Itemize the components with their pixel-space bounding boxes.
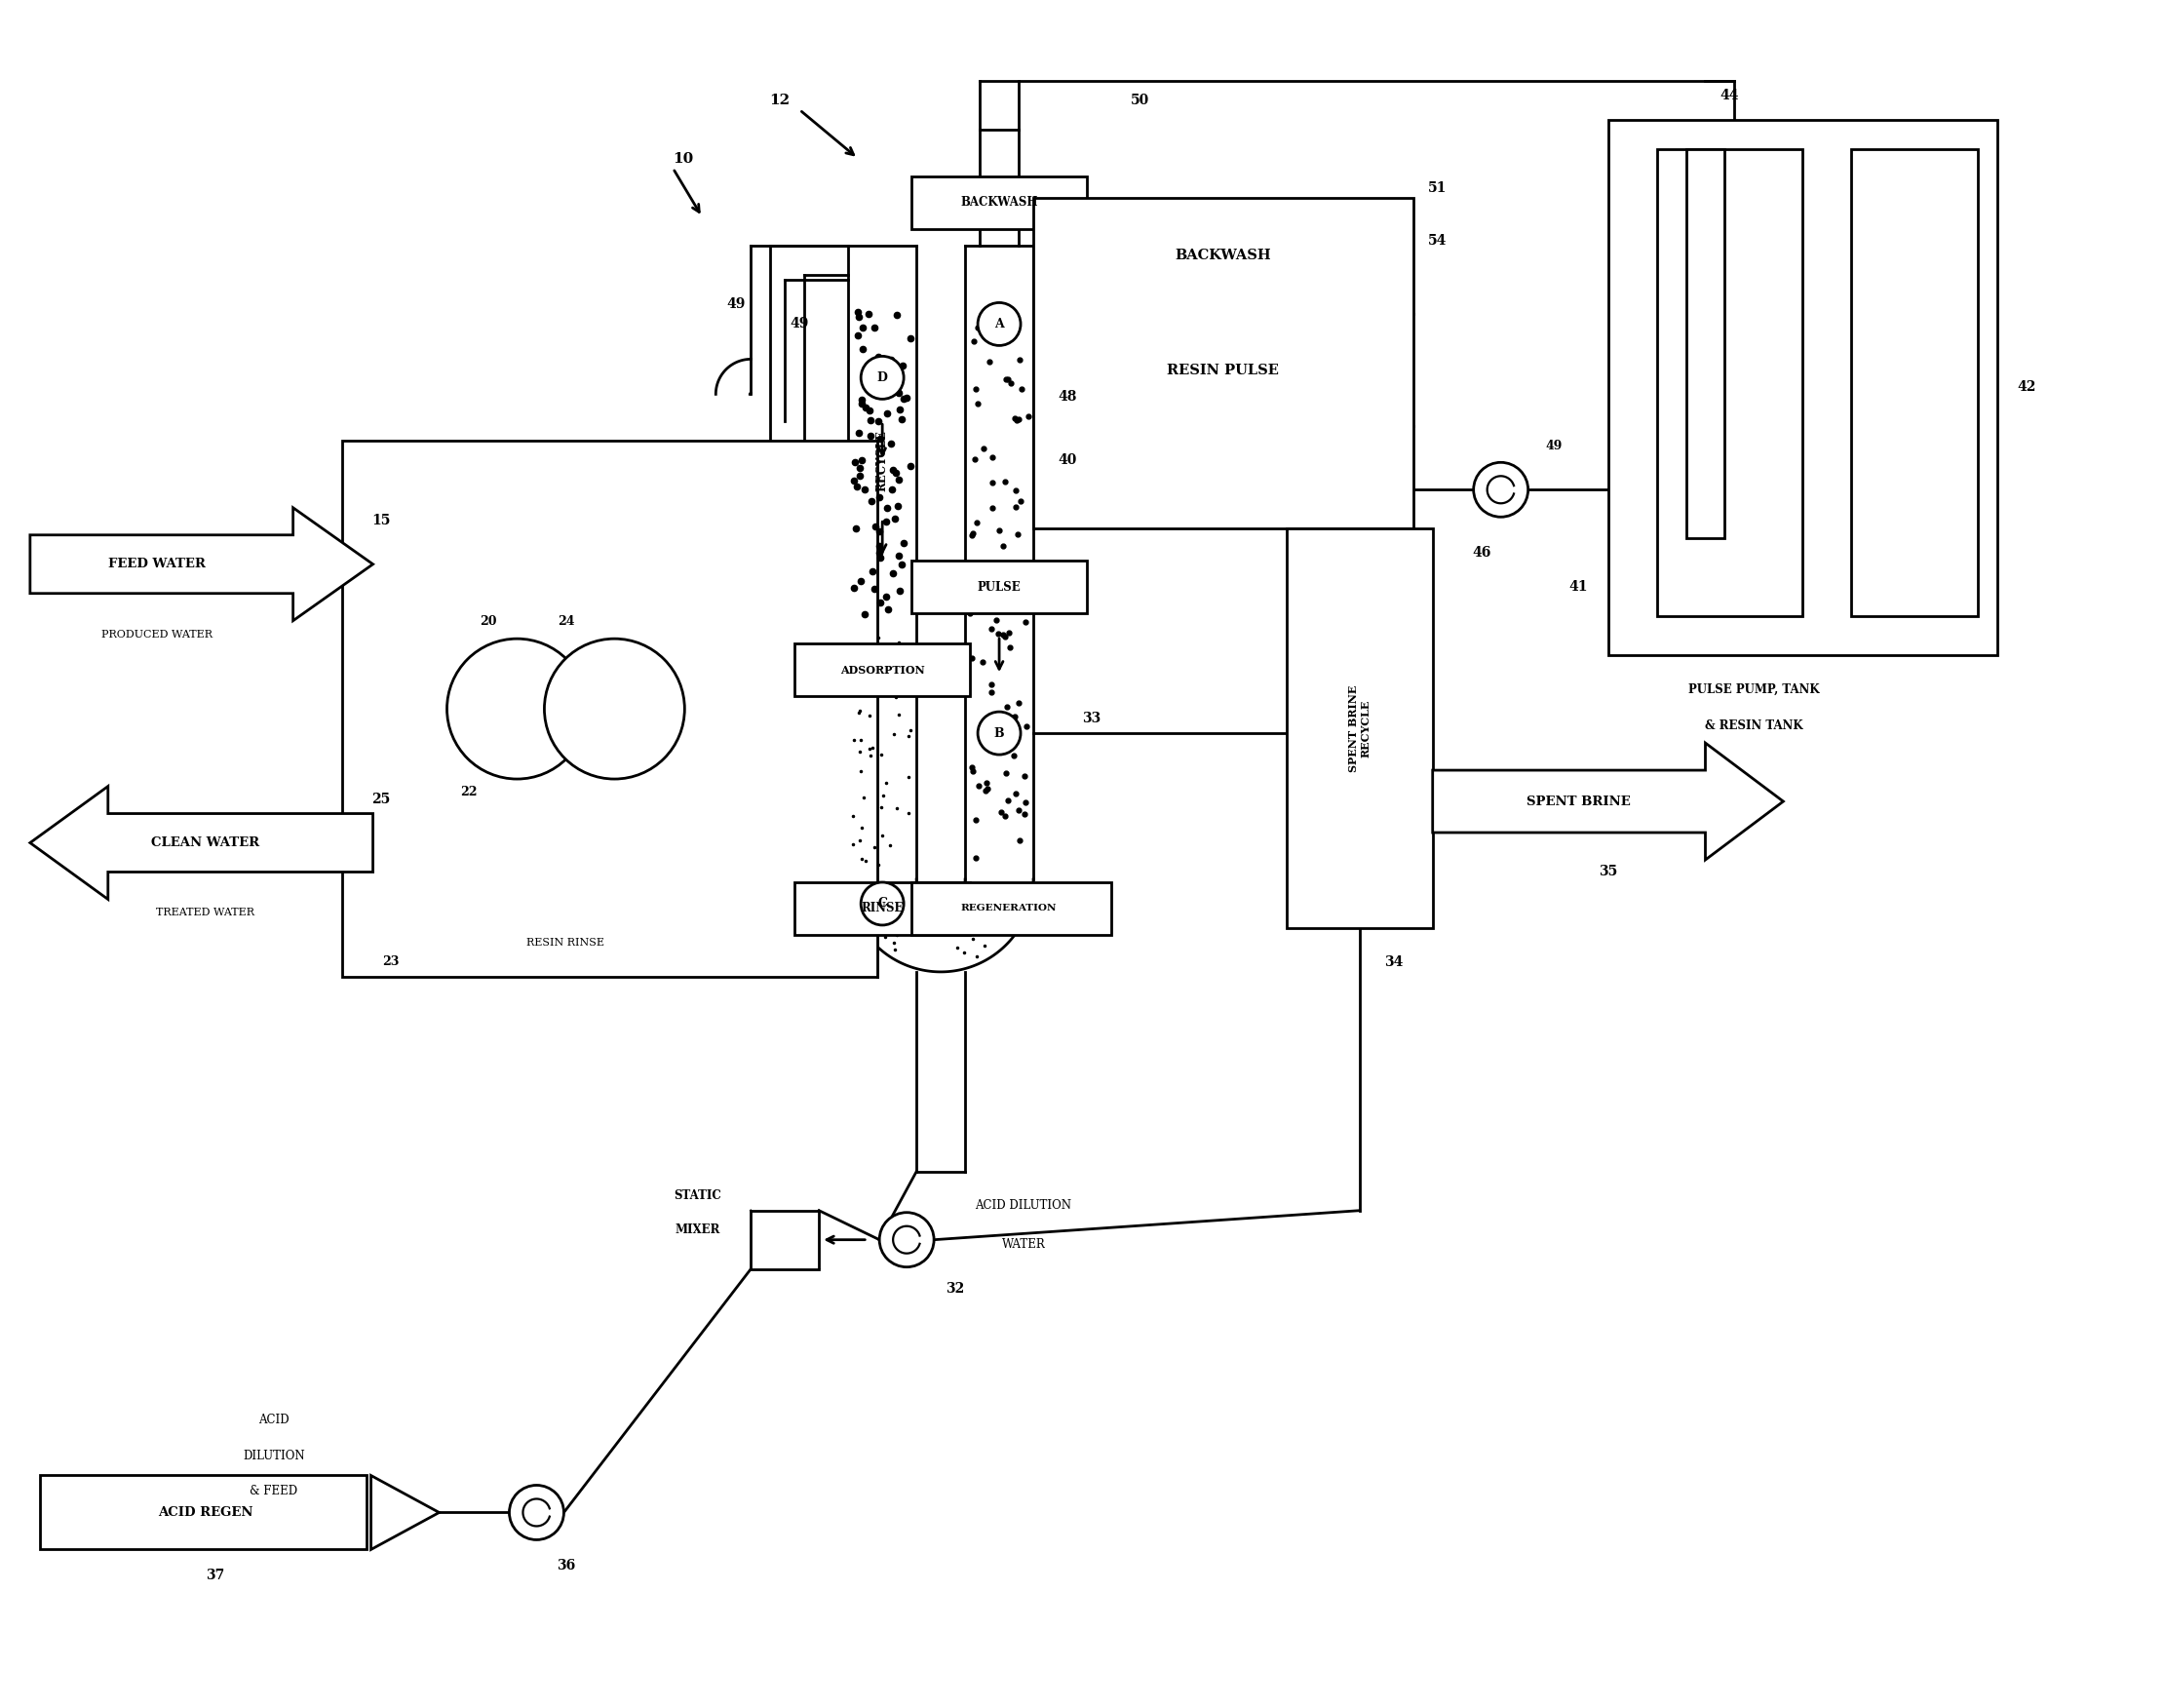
Bar	[1032, 198, 1413, 529]
Circle shape	[545, 639, 684, 779]
Text: 46: 46	[1472, 547, 1491, 560]
Polygon shape	[30, 786, 372, 900]
Text: 10: 10	[673, 152, 692, 166]
Text: 40: 40	[1058, 454, 1078, 468]
Circle shape	[861, 357, 905, 400]
Text: BACKWASH: BACKWASH	[1175, 249, 1270, 263]
Text: 49: 49	[1545, 439, 1562, 453]
Bar	[911, 883, 1112, 934]
Polygon shape	[1433, 743, 1783, 859]
Text: 23: 23	[383, 956, 398, 968]
Bar	[794, 883, 969, 934]
Bar	[39, 1476, 366, 1549]
Text: PULSE: PULSE	[978, 581, 1021, 593]
Text: 44: 44	[1720, 89, 1740, 102]
Text: 37: 37	[206, 1570, 225, 1583]
Text: WATER: WATER	[1002, 1238, 1045, 1250]
Text: PRODUCED WATER: PRODUCED WATER	[102, 630, 212, 639]
Text: 50: 50	[1132, 94, 1149, 108]
Text: 24: 24	[558, 615, 573, 627]
Text: REGENERATION: REGENERATION	[961, 904, 1056, 914]
Text: TREATED WATER: TREATED WATER	[156, 909, 255, 917]
Text: B: B	[993, 728, 1004, 740]
Circle shape	[1474, 463, 1528, 518]
Text: 54: 54	[1428, 234, 1448, 248]
Text: 36: 36	[556, 1559, 576, 1573]
Circle shape	[978, 302, 1021, 345]
Text: PULSE PUMP, TANK: PULSE PUMP, TANK	[1688, 683, 1820, 695]
Text: RESIN RINSE: RESIN RINSE	[526, 938, 604, 948]
Bar	[1686, 149, 1725, 538]
Circle shape	[509, 1486, 565, 1541]
Text: ADSORPTION: ADSORPTION	[840, 664, 924, 675]
Text: 22: 22	[459, 786, 476, 798]
Text: 33: 33	[1082, 712, 1101, 726]
Bar	[1608, 120, 1997, 656]
Text: 34: 34	[1385, 955, 1402, 968]
Bar	[342, 441, 876, 977]
Text: ACID: ACID	[258, 1414, 290, 1426]
Text: C: C	[876, 897, 887, 910]
Circle shape	[978, 712, 1021, 755]
Text: ACID REGEN: ACID REGEN	[158, 1506, 253, 1518]
Text: 20: 20	[480, 615, 496, 627]
Text: 35: 35	[1599, 864, 1617, 878]
Text: & FEED: & FEED	[249, 1484, 296, 1498]
Bar	[911, 560, 1086, 613]
Bar	[1288, 529, 1433, 927]
Text: & RESIN TANK: & RESIN TANK	[1705, 719, 1803, 731]
Polygon shape	[30, 507, 372, 620]
Text: FEED WATER: FEED WATER	[108, 559, 206, 570]
Text: SPENT BRINE
RECYCLE: SPENT BRINE RECYCLE	[1348, 685, 1372, 772]
Bar	[794, 644, 969, 697]
Polygon shape	[370, 1476, 439, 1549]
Text: RINSE: RINSE	[861, 902, 905, 915]
Text: 51: 51	[1428, 181, 1448, 195]
Bar	[911, 176, 1086, 229]
Bar	[1658, 149, 1803, 617]
Text: 32: 32	[946, 1281, 965, 1295]
Text: A: A	[995, 318, 1004, 330]
Bar	[1852, 149, 1978, 617]
Text: 49: 49	[790, 318, 809, 331]
Text: 42: 42	[2017, 381, 2036, 395]
Text: ACID DILUTION: ACID DILUTION	[976, 1199, 1071, 1213]
Text: 41: 41	[1569, 581, 1588, 594]
Text: MIXER: MIXER	[675, 1223, 721, 1237]
Text: STATIC: STATIC	[673, 1189, 721, 1202]
Text: BACKWASH: BACKWASH	[961, 196, 1039, 208]
Text: RECYCLE: RECYCLE	[876, 430, 889, 492]
Bar	[751, 1211, 818, 1269]
Text: CLEAN WATER: CLEAN WATER	[151, 837, 260, 849]
Text: D: D	[876, 371, 887, 384]
Circle shape	[448, 639, 586, 779]
Text: 48: 48	[1058, 391, 1078, 405]
Text: SPENT BRINE: SPENT BRINE	[1528, 794, 1632, 808]
Text: 12: 12	[770, 94, 790, 108]
Text: 49: 49	[727, 297, 747, 311]
Circle shape	[861, 883, 905, 926]
Text: 15: 15	[372, 514, 390, 528]
Text: DILUTION: DILUTION	[242, 1450, 305, 1462]
Circle shape	[879, 1213, 935, 1267]
Text: RESIN PULSE: RESIN PULSE	[1166, 364, 1279, 377]
Text: 25: 25	[372, 793, 390, 806]
